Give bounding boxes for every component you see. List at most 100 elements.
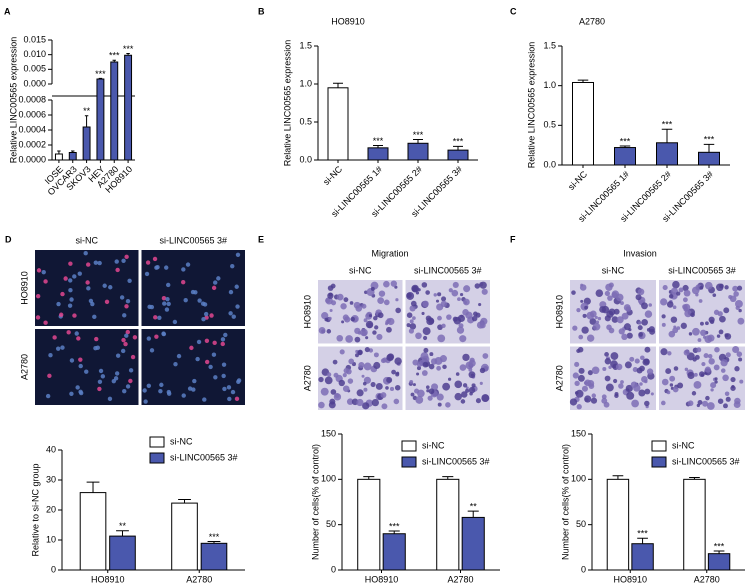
cell <box>632 367 638 373</box>
cell <box>646 368 654 375</box>
cell <box>68 288 73 293</box>
bar <box>200 542 228 571</box>
cell <box>69 391 74 396</box>
cell <box>476 321 485 329</box>
x-tick-label: si-NC <box>566 169 589 192</box>
y-axis-label: Number of cells(% of control) <box>560 444 570 560</box>
error-bar <box>442 476 454 480</box>
legend-swatch <box>651 440 667 452</box>
cell <box>691 391 697 396</box>
bar <box>82 126 91 161</box>
y-tick-label: 1.0 <box>299 78 312 88</box>
cell <box>330 300 337 306</box>
cell <box>68 261 73 266</box>
chart-title: Migration <box>371 248 408 258</box>
cell <box>412 359 419 366</box>
image-column-label: si-LINC00565 3# <box>668 265 736 275</box>
cell <box>326 372 332 377</box>
cell <box>212 340 217 346</box>
cell <box>374 325 379 330</box>
cell <box>706 402 715 410</box>
significance: ** <box>83 106 91 116</box>
cell <box>669 383 674 387</box>
legend-label: si-LINC00565 3# <box>170 452 238 462</box>
cell <box>680 322 687 329</box>
cell <box>409 380 414 384</box>
cell <box>76 336 81 341</box>
cell <box>459 364 467 371</box>
cell <box>640 355 645 361</box>
cell <box>710 388 714 392</box>
cell <box>691 286 700 295</box>
cell <box>119 295 125 300</box>
bar <box>109 535 136 571</box>
cell <box>92 314 97 320</box>
cell <box>172 319 178 325</box>
cell <box>385 386 389 390</box>
cell <box>728 294 733 299</box>
cell <box>447 377 452 381</box>
cell <box>193 290 198 295</box>
cell <box>471 315 478 322</box>
cell <box>714 377 718 381</box>
cell <box>360 328 368 337</box>
error-bar <box>373 145 383 148</box>
cell <box>93 260 99 265</box>
cell <box>705 321 709 326</box>
cell <box>108 285 113 290</box>
cell <box>211 352 217 357</box>
cell <box>185 262 191 267</box>
cell <box>320 387 329 396</box>
cell <box>394 384 401 391</box>
cell <box>646 327 651 332</box>
cell <box>86 286 91 291</box>
cell <box>618 383 624 389</box>
cell <box>713 364 720 371</box>
cell <box>739 379 744 384</box>
legend-label: si-NC <box>672 440 695 450</box>
error-bar <box>333 82 343 88</box>
cell <box>383 299 390 306</box>
cell <box>162 301 167 306</box>
cell <box>365 320 374 329</box>
y-tick-label: 0.0004 <box>18 124 46 134</box>
cell <box>364 347 370 353</box>
bar <box>683 478 706 571</box>
cell <box>718 329 724 335</box>
significance: *** <box>453 137 464 147</box>
cell <box>376 333 383 341</box>
cell <box>468 359 476 367</box>
cell <box>471 383 476 388</box>
cell <box>724 285 729 290</box>
bar <box>382 533 406 571</box>
cell <box>102 283 107 288</box>
legend-swatch <box>401 456 417 468</box>
cell <box>333 372 339 378</box>
cell <box>201 317 206 322</box>
y-tick-label: 0.0006 <box>18 109 46 119</box>
cell <box>724 333 729 338</box>
cell <box>380 392 387 399</box>
cell <box>410 300 417 307</box>
cell <box>377 312 384 319</box>
significance: *** <box>704 135 715 145</box>
cell <box>204 359 210 365</box>
cell <box>638 332 643 337</box>
cell <box>48 352 53 358</box>
micrograph <box>35 329 139 405</box>
cell <box>442 364 447 370</box>
cell <box>180 279 186 285</box>
cell <box>423 347 429 353</box>
chart-title: Invasion <box>623 248 657 258</box>
cell <box>181 393 186 398</box>
cell <box>326 329 332 334</box>
cell <box>125 384 131 389</box>
cell <box>363 318 368 323</box>
cell <box>383 280 390 288</box>
cell <box>47 373 52 379</box>
cell <box>85 262 91 267</box>
bar <box>631 543 654 571</box>
cell <box>602 366 607 372</box>
cell <box>676 326 681 330</box>
cell <box>475 398 481 404</box>
